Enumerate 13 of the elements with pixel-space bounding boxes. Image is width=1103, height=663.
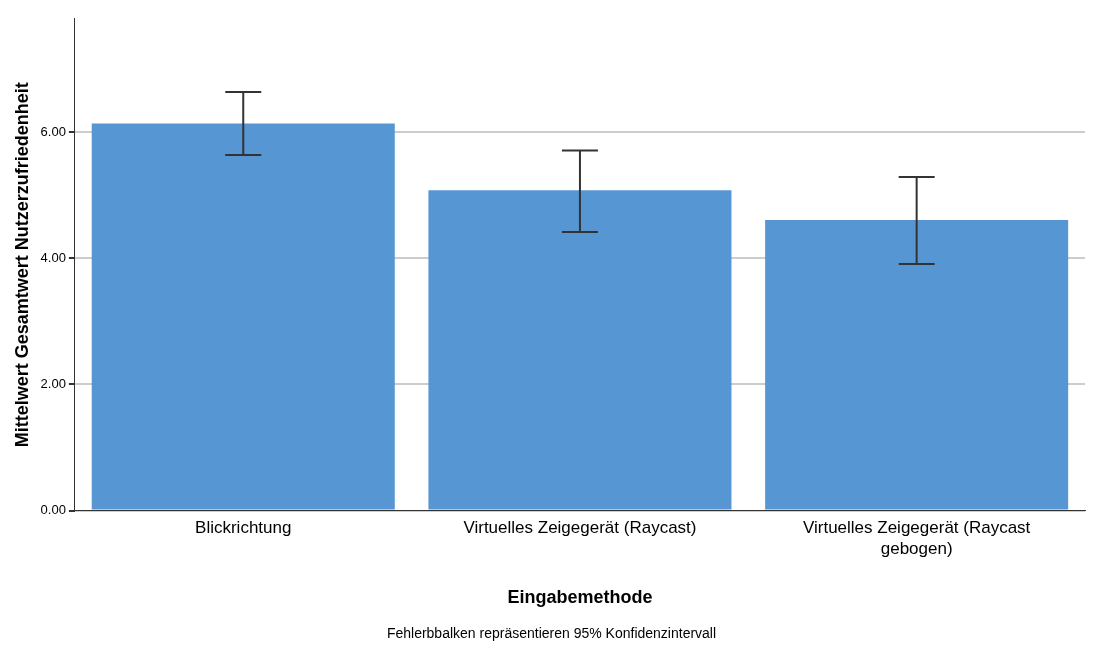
- x-axis-title: Eingabemethode: [507, 587, 653, 608]
- y-axis-title: Mittelwert Gesamtwert Nutzerzufriedenheit: [11, 82, 32, 448]
- x-tick-label: Blickrichtung: [195, 518, 292, 538]
- x-tick-label: Virtuelles Zeigegerät (Raycast gebogen): [802, 518, 1031, 558]
- bar: [91, 123, 395, 510]
- bar: [428, 190, 732, 510]
- y-tick-label: 6.00: [40, 123, 66, 139]
- bar: [765, 219, 1069, 510]
- y-tick-label: 4.00: [40, 249, 66, 265]
- y-tick-label: 2.00: [40, 376, 66, 392]
- y-tick-label: 0.00: [40, 502, 66, 518]
- text: Fehlerbbalken repräsentieren 95% Konfidenzintervall: [385, 625, 718, 641]
- x-tick-label: Virtuelles Zeigegerät (Raycast): [463, 518, 697, 538]
